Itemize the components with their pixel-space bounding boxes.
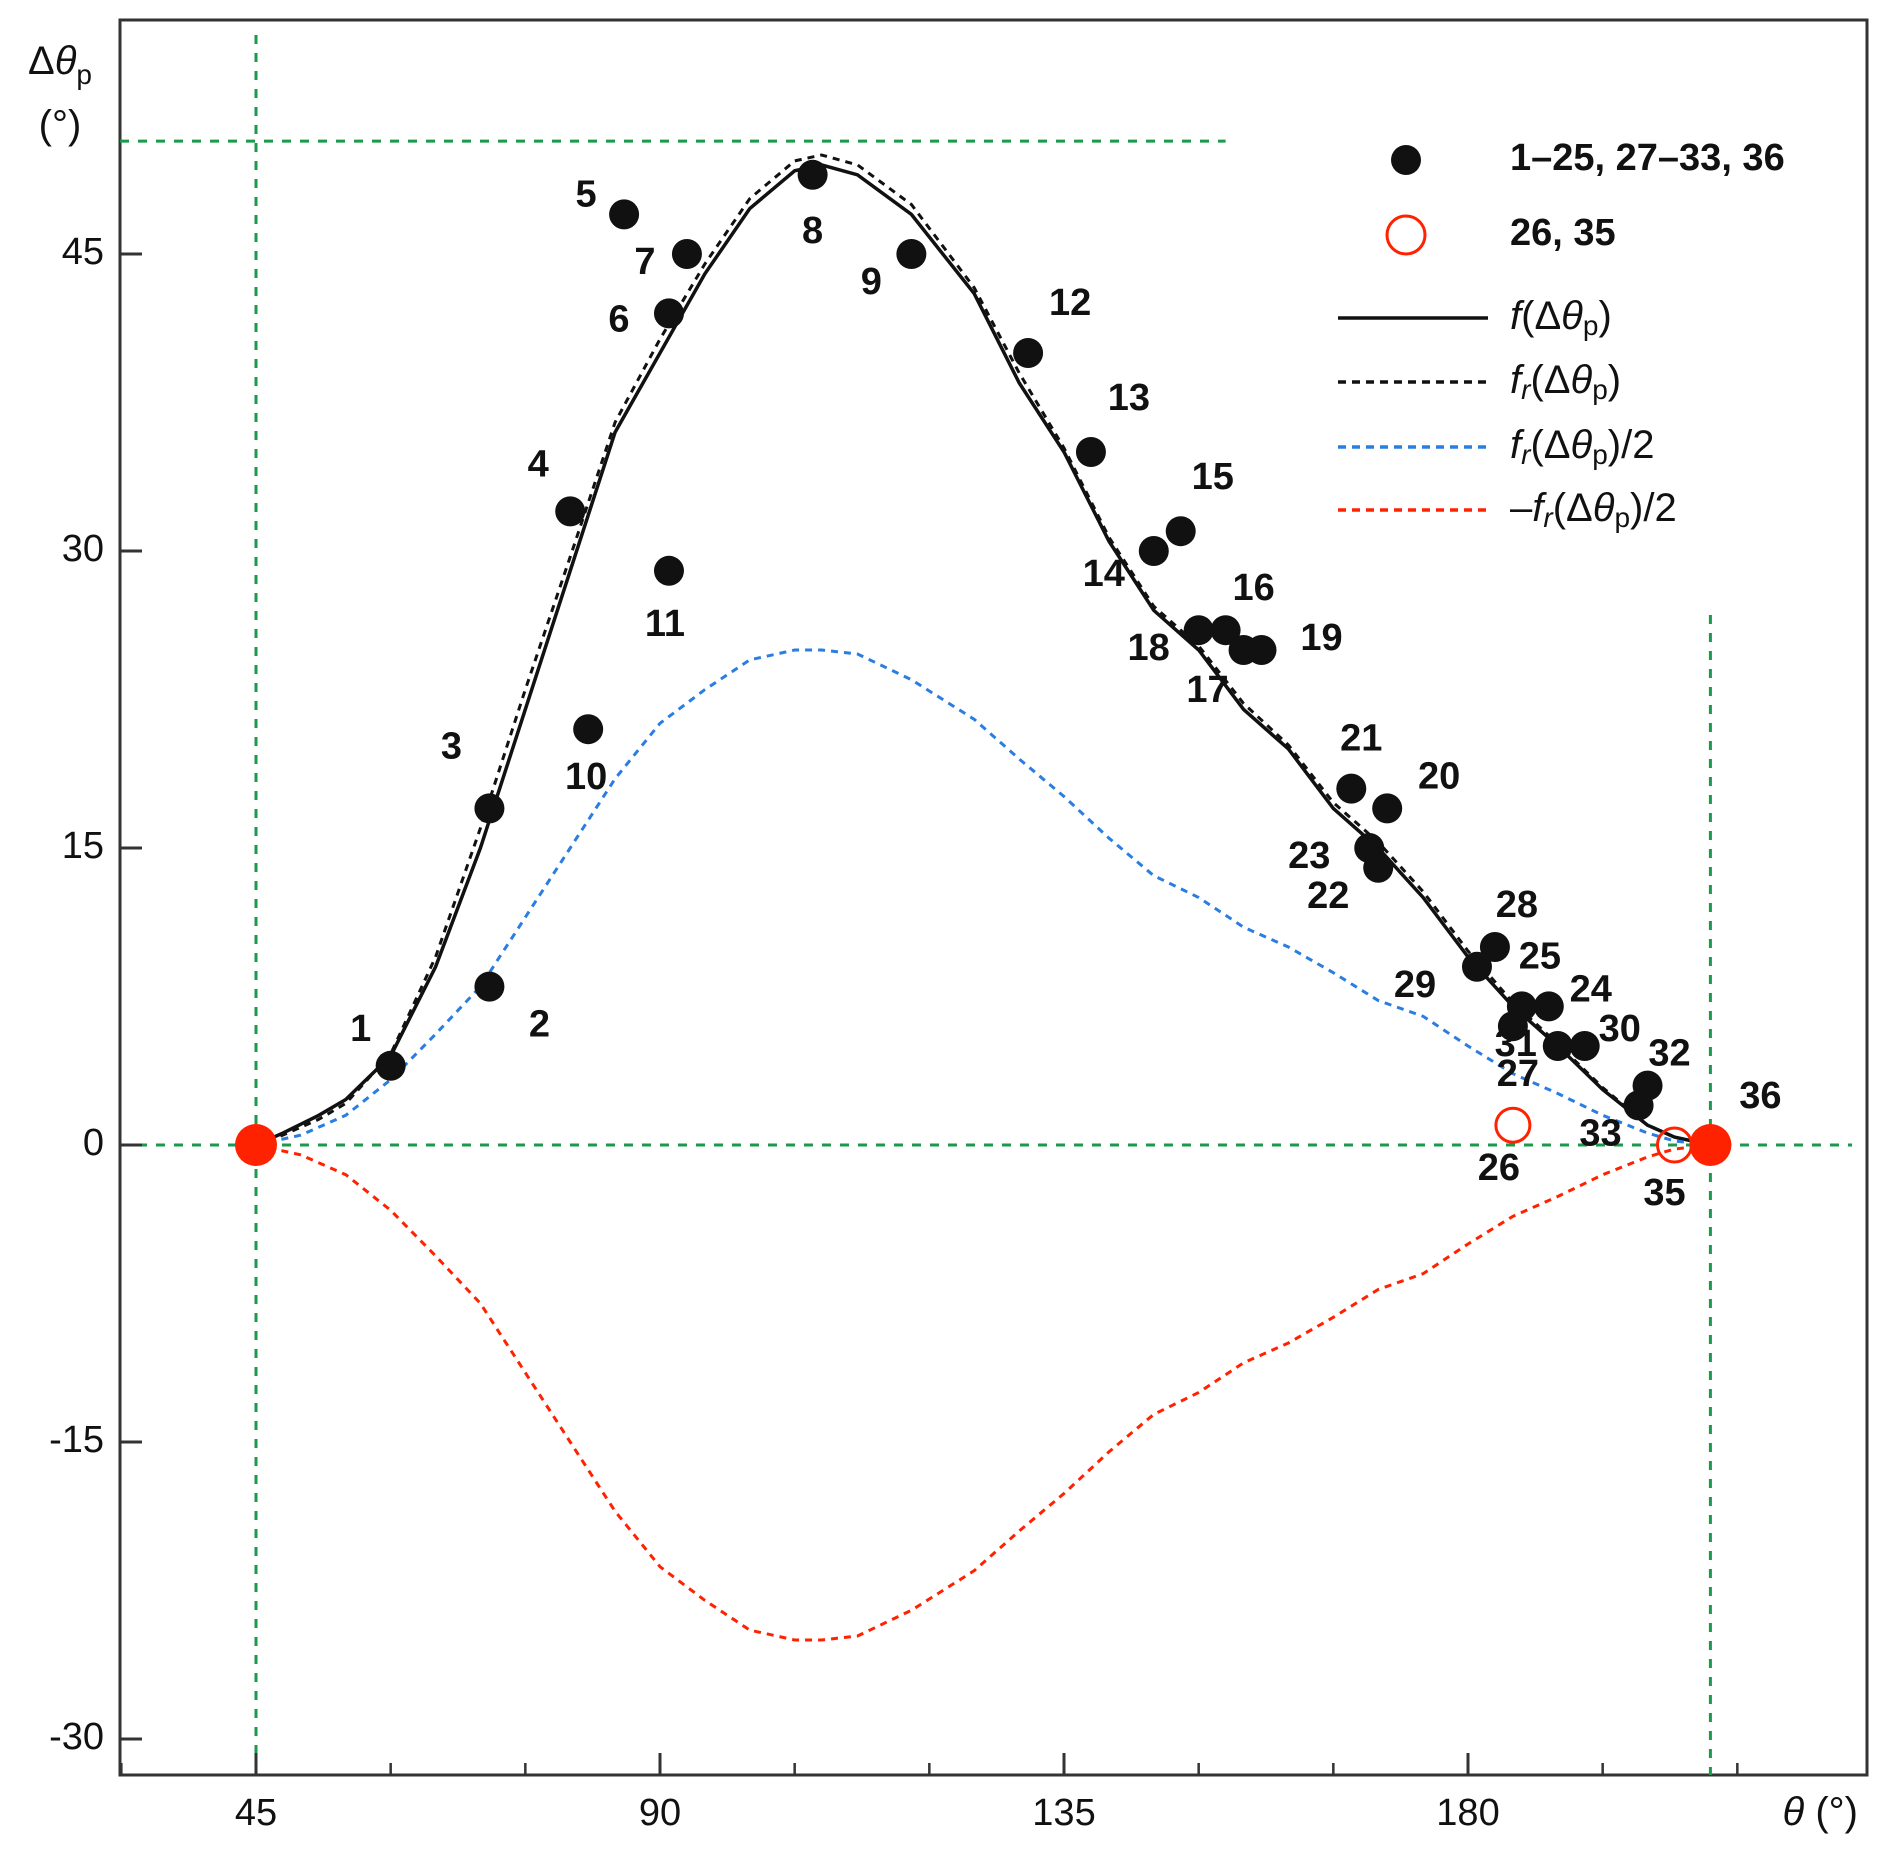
x-tick-label: 180 — [1436, 1792, 1499, 1834]
point-label-13: 13 — [1108, 377, 1150, 419]
y-tick-label: -15 — [49, 1419, 104, 1461]
data-point-30 — [1569, 1031, 1600, 1061]
point-label-22: 22 — [1307, 875, 1349, 917]
point-label-7: 7 — [634, 241, 655, 283]
data-point-4 — [555, 496, 586, 527]
data-point-12 — [1013, 338, 1044, 368]
point-label-32: 32 — [1648, 1033, 1690, 1075]
data-point-14 — [1138, 536, 1169, 566]
point-label-3: 3 — [441, 725, 462, 767]
x-tick-label: 45 — [235, 1792, 277, 1834]
data-point-19 — [1246, 635, 1277, 665]
point-label-10: 10 — [565, 756, 607, 798]
data-point-11 — [653, 555, 684, 586]
data-point-5 — [609, 199, 640, 230]
data-point-24 — [1533, 991, 1564, 1022]
legend-text-3: fr(Δθp) — [1510, 358, 1621, 406]
point-label-17: 17 — [1186, 669, 1228, 711]
point-label-8: 8 — [802, 210, 823, 252]
point-label-16: 16 — [1232, 567, 1274, 609]
point-label-23: 23 — [1288, 835, 1330, 877]
y-tick-label: 15 — [62, 825, 104, 867]
point-label-27: 27 — [1497, 1053, 1539, 1095]
legend-marker-filled — [1391, 145, 1421, 175]
data-point-27 — [1497, 1011, 1528, 1042]
data-point-36 — [1689, 1124, 1732, 1166]
point-label-15: 15 — [1192, 456, 1234, 498]
data-point-18 — [1183, 615, 1214, 646]
plot-frame — [118, 18, 1869, 1777]
point-label-12: 12 — [1049, 282, 1091, 324]
y-tick-label: -30 — [49, 1716, 104, 1758]
point-label-29: 29 — [1394, 964, 1436, 1006]
point-label-19: 19 — [1300, 617, 1342, 659]
series-line-2 — [255, 648, 1711, 1147]
data-point-1 — [375, 1050, 406, 1081]
point-label-1: 1 — [350, 1008, 371, 1050]
point-label-21: 21 — [1340, 718, 1382, 760]
data-point-29 — [1461, 951, 1492, 982]
point-label-20: 20 — [1418, 755, 1460, 797]
point-label-2: 2 — [529, 1004, 550, 1046]
y-tick-label: 30 — [62, 528, 104, 570]
point-label-11: 11 — [645, 603, 685, 645]
data-point-3 — [474, 793, 505, 824]
data-point-28 — [1479, 932, 1510, 962]
legend-text-2: f(Δθp) — [1510, 294, 1612, 342]
point-label-36: 36 — [1739, 1075, 1781, 1117]
x-tick-label: 135 — [1032, 1792, 1095, 1834]
legend-text-4: fr(Δθp)/2 — [1510, 423, 1654, 471]
point-label-6: 6 — [608, 298, 629, 340]
data-point-23 — [1354, 833, 1385, 863]
data-point-8 — [797, 159, 828, 190]
legend-text-0: 1–25, 27–33, 36 — [1510, 137, 1785, 179]
data-point-15 — [1165, 516, 1196, 547]
point-label-28: 28 — [1496, 884, 1538, 926]
series-line-0 — [255, 163, 1711, 1147]
point-label-5: 5 — [576, 173, 597, 215]
data-point-21 — [1336, 773, 1367, 804]
legend-text-5: –fr(Δθp)/2 — [1510, 486, 1677, 534]
point-label-31: 31 — [1495, 1023, 1537, 1065]
data-point-31 — [1542, 1031, 1573, 1061]
data-point-7 — [671, 239, 702, 269]
data-point-13 — [1075, 437, 1106, 467]
data-point-26 — [1494, 1106, 1532, 1144]
point-label-18: 18 — [1128, 627, 1170, 669]
x-axis-title: θ (°) — [1783, 1790, 1858, 1834]
data-point-6 — [653, 298, 684, 329]
point-label-9: 9 — [861, 261, 882, 303]
y-tick-label: 0 — [83, 1122, 104, 1164]
y-tick-label: 45 — [62, 231, 104, 273]
series-line-3 — [255, 1143, 1711, 1642]
data-point-20 — [1372, 793, 1403, 824]
y-axis-unit: (°) — [39, 103, 82, 147]
point-label-4: 4 — [528, 443, 549, 485]
y-axis-title: Δθp — [28, 39, 92, 90]
series-line-1 — [255, 153, 1711, 1147]
point-label-35: 35 — [1643, 1172, 1685, 1214]
point-label-30: 30 — [1599, 1008, 1641, 1050]
series-layer — [255, 153, 1711, 1642]
data-point-10 — [573, 714, 604, 745]
data-point-33 — [1623, 1090, 1654, 1121]
legend: 1–25, 27–33, 36 26, 35 f(Δθp) fr(Δθp) fr(Δθp… — [1338, 137, 1785, 533]
legend-text-1: 26, 35 — [1510, 212, 1616, 254]
point-label-14: 14 — [1083, 553, 1125, 595]
point-label-33: 33 — [1579, 1112, 1621, 1154]
x-tick-label: 90 — [639, 1792, 681, 1834]
endpoint-left — [235, 1124, 277, 1166]
point-label-24: 24 — [1570, 968, 1612, 1010]
legend-marker-open — [1385, 214, 1427, 256]
point-label-25: 25 — [1519, 935, 1561, 977]
data-point-9 — [896, 239, 927, 269]
point-label-26: 26 — [1478, 1147, 1520, 1189]
data-point-16 — [1210, 615, 1241, 646]
reference-lines — [120, 35, 1852, 1775]
data-point-2 — [474, 971, 505, 1002]
